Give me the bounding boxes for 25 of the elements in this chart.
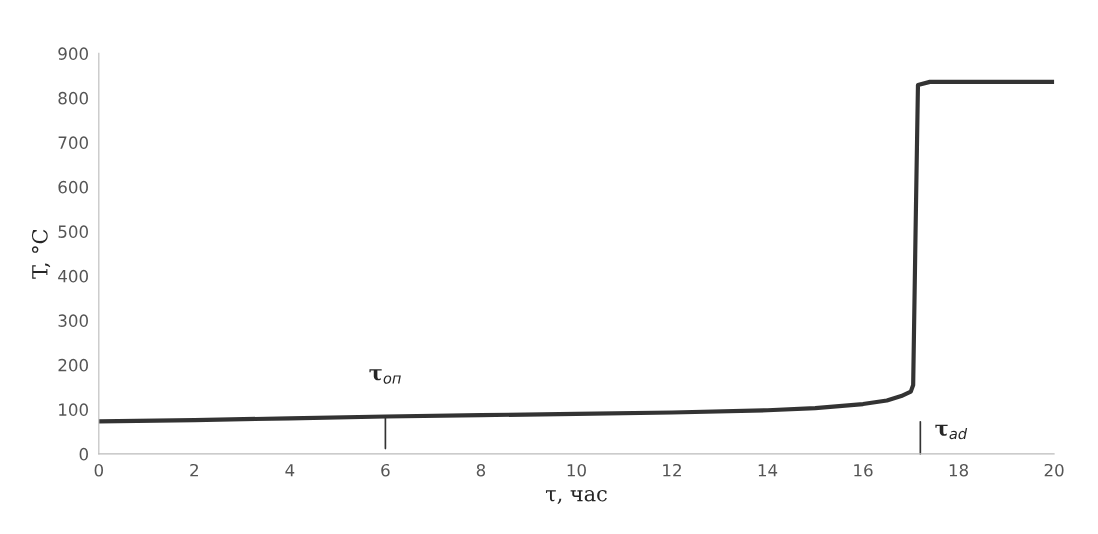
annotation: τ$_{оп}$ bbox=[369, 369, 401, 384]
annotation: τ$_{ad}$ bbox=[935, 424, 968, 440]
y-tick-label: 900 bbox=[58, 47, 88, 60]
x-tick-label: 8 bbox=[476, 463, 486, 477]
x-axis-title: τ, час bbox=[545, 490, 607, 504]
y-tick-label: 700 bbox=[58, 136, 88, 149]
x-tick-label: 4 bbox=[285, 464, 295, 477]
x-tick-label: 20 bbox=[1044, 463, 1064, 477]
y-axis-title: T, °C bbox=[31, 229, 51, 279]
x-tick-label: 0 bbox=[94, 463, 104, 477]
x-tick-label: 12 bbox=[663, 463, 681, 477]
x-tick-label: 18 bbox=[949, 463, 969, 477]
x-tick-label: 14 bbox=[758, 464, 778, 477]
y-tick-label: 200 bbox=[58, 358, 88, 372]
y-tick-label: 100 bbox=[59, 403, 88, 416]
y-tick-label: 800 bbox=[58, 91, 88, 105]
x-tick-label: 2 bbox=[190, 463, 198, 477]
x-tick-label: 10 bbox=[567, 463, 586, 477]
x-tick-label: 16 bbox=[854, 463, 873, 477]
y-tick-label: 300 bbox=[58, 314, 88, 327]
y-tick-label: 500 bbox=[58, 225, 88, 238]
y-tick-label: 600 bbox=[58, 180, 88, 194]
y-tick-label: 0 bbox=[79, 447, 88, 461]
x-tick-label: 6 bbox=[381, 463, 390, 477]
y-tick-label: 400 bbox=[58, 269, 88, 283]
